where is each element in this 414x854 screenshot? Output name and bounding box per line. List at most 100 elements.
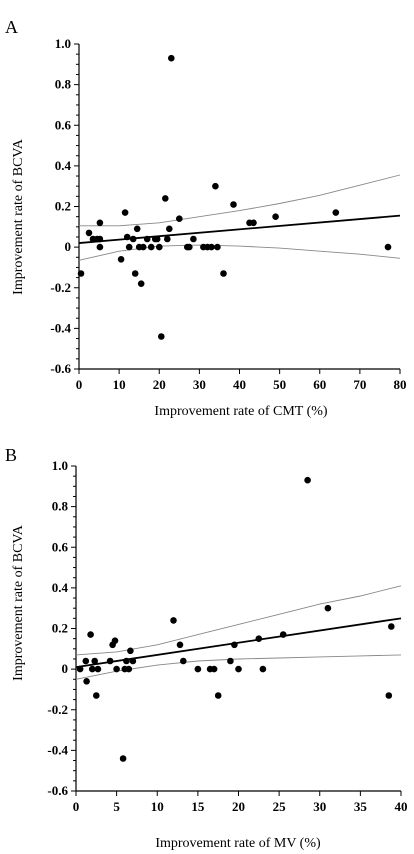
data-point-b (129, 657, 137, 665)
x-tick-label-b: 10 (151, 799, 164, 814)
data-point-a (137, 280, 145, 288)
x-tick-label-b: 40 (395, 799, 408, 814)
y-tick-label-a: -0.4 (50, 320, 71, 335)
panel-label-b: B (5, 445, 17, 465)
data-point-a (230, 201, 237, 208)
data-point-b (214, 692, 222, 699)
x-tick-label-b: 20 (232, 799, 245, 814)
y-tick-label-b: 0.6 (52, 539, 69, 554)
x-tick-label-a: 50 (273, 377, 286, 392)
data-point-a (85, 229, 93, 237)
y-tick-label-b: 0.2 (52, 621, 68, 636)
x-axis-label-a: Improvement rate of CMT (%) (154, 404, 327, 419)
data-point-a (190, 235, 197, 243)
y-tick-label-b: -0.2 (47, 702, 68, 717)
data-point-b (259, 665, 267, 673)
data-point-a (176, 215, 183, 222)
data-point-b (210, 665, 218, 673)
data-point-b (255, 635, 263, 642)
data-point-a (129, 235, 137, 243)
data-point-a (332, 209, 340, 216)
data-point-b (231, 641, 238, 649)
regression-line-b (75, 617, 402, 668)
scatter-chart-cmt: A Improvement rate of BCVA Improvement r… (5, 17, 407, 419)
y-tick-label-a: 0.6 (55, 117, 72, 132)
y-tick-label-b: 1.0 (52, 458, 68, 473)
ci-upper-line-b (75, 585, 402, 656)
ci-lower-line-a (78, 244, 401, 261)
data-point-b (111, 637, 119, 644)
data-point-b (106, 657, 114, 665)
data-point-b (82, 657, 90, 665)
plot-area-a: -0.6 -0.4 -0.2 0 0.2 0.4 0.6 0.8 1.0 0 10 20 30 40 50 6… (50, 36, 406, 392)
data-point-a (117, 255, 125, 263)
y-tick-label-a: 0.2 (55, 199, 71, 214)
data-point-a (123, 233, 131, 241)
y-tick-label-a: 0.4 (55, 158, 72, 173)
data-point-a (162, 195, 169, 202)
x-tick-label-b: 25 (273, 799, 287, 814)
y-tick-label-b: 0.8 (52, 499, 69, 514)
y-tick-label-b: 0 (62, 661, 69, 676)
data-point-b (304, 476, 311, 484)
data-point-a (208, 243, 215, 251)
data-point-a (220, 270, 227, 277)
data-point-b (227, 657, 234, 665)
y-tick-label-b: -0.6 (47, 783, 68, 798)
data-point-a (96, 235, 104, 243)
data-point-a (158, 333, 165, 340)
data-point-a (147, 243, 155, 251)
y-axis-label-b: Improvement rate of BCVA (11, 524, 26, 681)
data-point-b (324, 604, 332, 612)
data-point-b (125, 665, 133, 673)
data-point-a (77, 270, 85, 277)
data-point-b (180, 657, 187, 665)
x-tick-label-b: 15 (191, 799, 205, 814)
data-point-b (127, 647, 134, 655)
x-tick-label-a: 0 (76, 377, 83, 392)
x-tick-label-a: 30 (193, 377, 206, 392)
x-axis-label-b: Improvement rate of MV (%) (155, 836, 321, 851)
x-tick-label-b: 0 (73, 799, 80, 814)
x-tick-label-a: 70 (353, 377, 366, 392)
y-tick-label-b: -0.4 (47, 742, 68, 757)
data-point-b (93, 692, 100, 699)
x-tick-label-a: 10 (113, 377, 126, 392)
data-point-b (388, 623, 395, 630)
x-tick-label-b: 35 (354, 799, 368, 814)
data-point-a (168, 54, 175, 62)
y-tick-label-a: -0.6 (50, 361, 71, 376)
data-point-b (385, 692, 393, 699)
data-point-a (143, 235, 151, 243)
data-point-a (212, 182, 219, 190)
x-tick-label-a: 60 (313, 377, 326, 392)
data-point-b (119, 755, 127, 762)
plot-area-b: -0.6 -0.4 -0.2 0 0.2 0.4 0.6 0.8 1.0 0 5 10 15 20 25 30… (47, 458, 407, 814)
data-point-b (87, 631, 94, 638)
x-tick-label-a: 40 (233, 377, 246, 392)
data-point-a (96, 219, 104, 227)
data-point-b (94, 665, 102, 673)
y-tick-label-b: 0.4 (52, 580, 69, 595)
data-point-b (194, 665, 202, 673)
data-point-a (214, 243, 221, 251)
data-point-a (272, 213, 279, 220)
data-point-b (91, 657, 98, 665)
data-point-a (384, 243, 392, 251)
data-point-b (113, 665, 120, 673)
ci-upper-line-a (79, 174, 401, 227)
data-point-b (123, 657, 130, 665)
panel-label-a: A (5, 17, 18, 37)
data-point-a (250, 219, 257, 227)
data-point-b (235, 665, 242, 673)
data-point-a (164, 235, 171, 243)
x-tick-label-b: 30 (313, 799, 326, 814)
data-point-a (96, 243, 104, 251)
data-point-a (186, 243, 193, 251)
y-tick-label-a: 0.8 (55, 77, 72, 92)
data-point-b (76, 665, 84, 673)
data-point-a (153, 235, 161, 243)
y-axis-label-a: Improvement rate of BCVA (11, 138, 26, 295)
x-tick-label-a: 20 (153, 377, 166, 392)
data-point-b (170, 617, 177, 624)
